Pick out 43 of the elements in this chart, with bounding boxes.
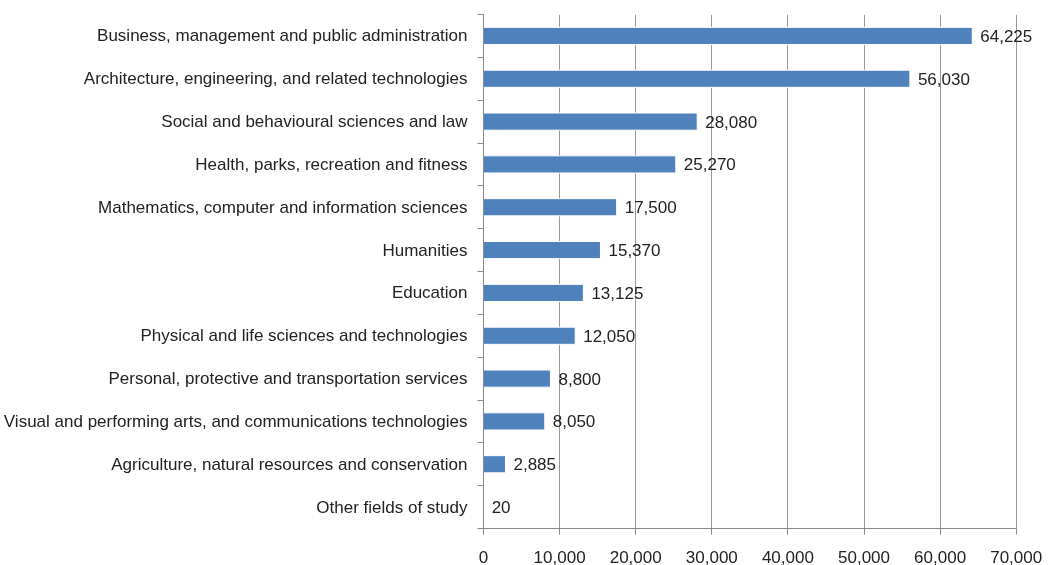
y-tick-label: Social and behavioural sciences and law [161,112,469,132]
data-label: 15,370 [608,241,661,261]
bar [483,412,546,431]
x-tick-label: 70,000 [990,547,1043,565]
x-tick-label: 40,000 [761,547,814,565]
bar [483,112,698,131]
data-label: 20 [491,498,511,518]
y-tick-label: Health, parks, recreation and fitness [195,154,468,174]
data-label: 8,800 [558,369,602,389]
data-label: 28,080 [705,112,758,132]
bar [483,283,584,302]
y-tick-label: Other fields of study [316,497,468,517]
y-tick-label: Education [391,283,468,303]
data-label: 12,050 [583,326,636,346]
bar [483,155,677,174]
y-tick-label: Agriculture, natural resources and conservation [111,454,468,474]
y-tick-label: Mathematics, computer and information sciences [98,197,468,217]
data-label: 8,050 [552,412,596,432]
y-tick-label: Humanities [382,240,468,260]
data-label: 2,885 [513,455,556,475]
bar [483,455,506,474]
x-tick-label: 30,000 [685,547,738,565]
bar [483,26,973,45]
bar [483,326,576,345]
y-tick-label: Business, management and public administration [97,26,468,46]
data-label: 13,125 [591,283,644,303]
y-tick-label: Architecture, engineering, and related technologies [83,69,468,89]
x-tick-label: 10,000 [533,547,586,565]
y-tick-label: Physical and life sciences and technologies [140,326,468,346]
x-tick-label: 0 [478,547,489,565]
data-label: 56,030 [917,69,970,89]
y-tick-label: Visual and performing arts, and communications technologies [3,411,468,431]
x-tick-label: 20,000 [609,547,662,565]
bar [483,241,601,260]
x-tick-label: 50,000 [838,547,890,565]
data-label: 17,500 [624,198,677,218]
data-label: 25,270 [683,155,736,175]
bar [483,69,911,88]
bar [483,369,551,388]
data-label: 64,225 [980,26,1033,46]
y-tick-label: Personal, protective and transportation services [108,369,468,389]
x-tick-label: 60,000 [914,547,967,565]
bar [483,198,618,217]
